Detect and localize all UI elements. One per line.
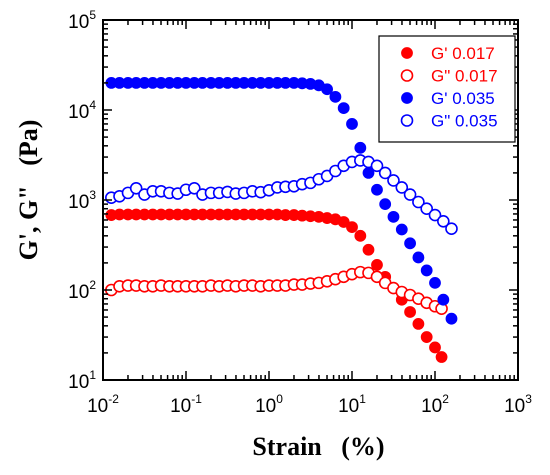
data-point	[445, 312, 458, 325]
legend-marker	[401, 47, 413, 59]
data-point	[404, 237, 416, 250]
x-tick-label: 103	[504, 392, 532, 417]
data-point	[321, 83, 333, 96]
data-point	[329, 90, 342, 103]
data-point	[378, 166, 392, 180]
data-point	[428, 208, 442, 222]
x-tick-label: 100	[255, 392, 283, 417]
data-point	[437, 293, 450, 306]
axis-ticks	[102, 19, 519, 381]
data-point	[379, 198, 392, 211]
data-point	[420, 331, 433, 343]
x-tick-label: 102	[421, 392, 449, 417]
data-point	[404, 306, 416, 318]
y-tick-label: 105	[68, 8, 96, 33]
data-point	[387, 174, 400, 187]
data-point	[412, 195, 425, 209]
y-tick-label: 101	[68, 368, 96, 393]
data-point	[420, 202, 433, 216]
data-point	[429, 341, 441, 354]
x-tick-label: 101	[338, 392, 366, 417]
data-point	[429, 276, 441, 289]
data-point	[412, 318, 425, 330]
y-tick-label: 102	[68, 278, 96, 303]
x-axis-title: Strain (%)	[252, 432, 384, 461]
data-point	[346, 118, 358, 130]
data-point	[354, 141, 367, 154]
data-point	[371, 259, 383, 271]
legend-marker	[400, 69, 414, 82]
legend-label: G" 0.017	[431, 67, 498, 86]
data-point	[362, 243, 375, 256]
y-tick-label: 103	[68, 188, 96, 213]
legend-marker	[401, 92, 413, 104]
data-point	[387, 210, 400, 223]
data-point	[346, 221, 358, 233]
tick-labels: 10-2 10-1 100 101 102 103 101 102 103 104 105	[68, 8, 532, 417]
y-axis-title: G', G" (Pa)	[14, 120, 43, 261]
x-tick-label: 10-1	[170, 392, 202, 417]
legend-marker	[400, 114, 414, 127]
legend-label: G' 0.017	[431, 44, 495, 63]
data-point	[403, 188, 417, 201]
data-point	[337, 102, 350, 114]
data-point	[420, 264, 433, 277]
legend: G' 0.017 G" 0.017 G' 0.035 G" 0.035	[378, 35, 516, 143]
series-3	[105, 77, 458, 325]
data-point	[412, 251, 425, 264]
data-point	[129, 181, 143, 195]
series-2	[105, 265, 448, 315]
data-point	[354, 229, 367, 242]
series-4	[105, 154, 458, 235]
data-point	[437, 214, 450, 228]
data-point	[371, 183, 383, 196]
data-point	[370, 159, 384, 173]
data-point	[188, 181, 201, 195]
data-point	[445, 222, 458, 235]
data-point	[435, 351, 448, 363]
legend-label: G" 0.035	[431, 112, 498, 131]
y-tick-label: 104	[68, 98, 96, 123]
data-point	[395, 223, 408, 236]
data-point	[370, 270, 384, 284]
data-point	[395, 181, 409, 194]
x-tick-label: 10-2	[87, 392, 119, 417]
legend-label: G' 0.035	[431, 89, 495, 108]
